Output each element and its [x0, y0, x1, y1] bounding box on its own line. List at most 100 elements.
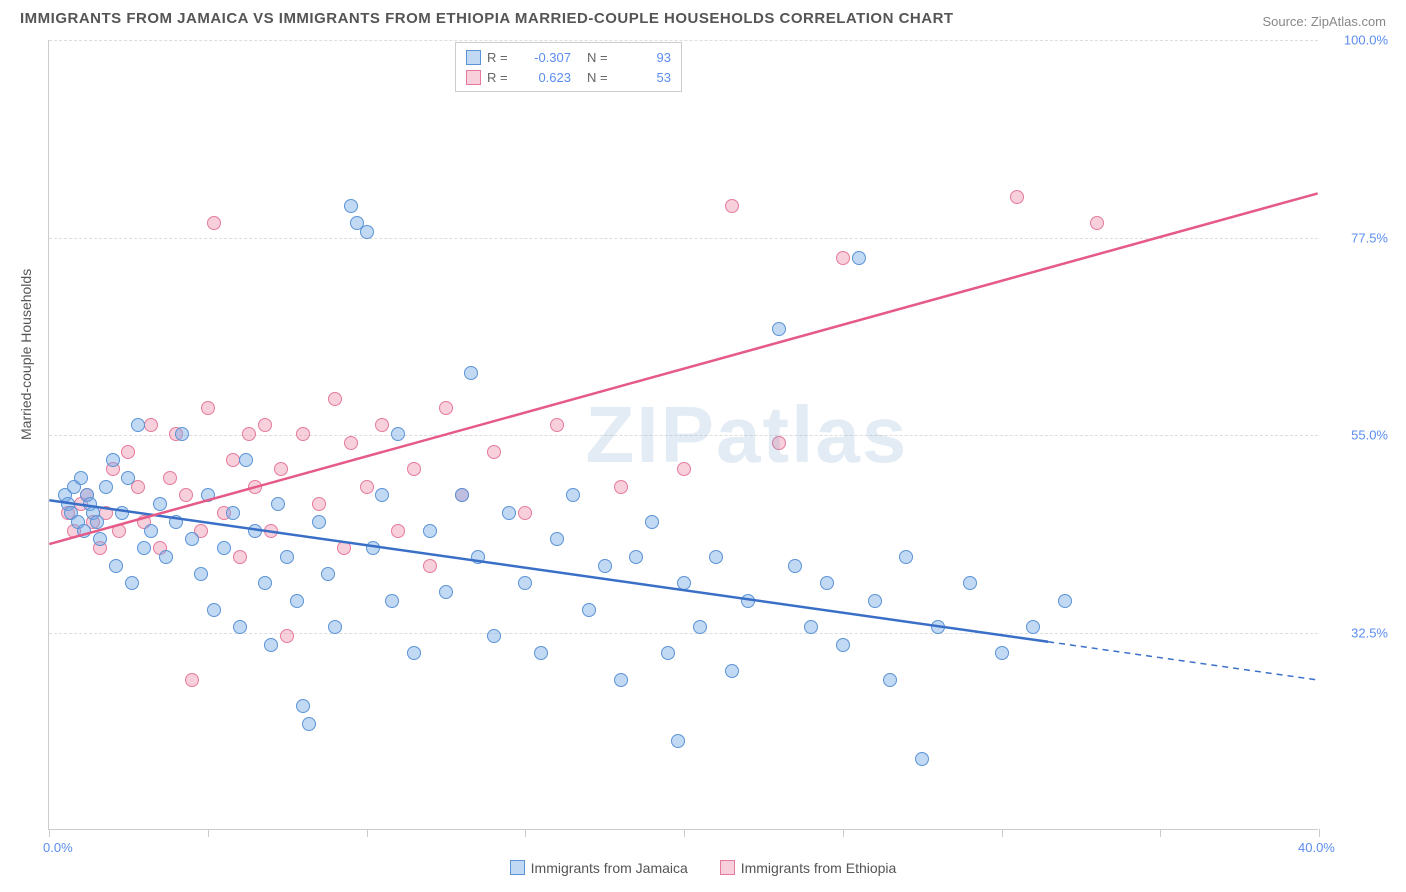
- scatter-point-ethiopia: [201, 401, 215, 415]
- scatter-point-jamaica: [121, 471, 135, 485]
- scatter-point-jamaica: [144, 524, 158, 538]
- scatter-point-jamaica: [169, 515, 183, 529]
- scatter-point-jamaica: [629, 550, 643, 564]
- scatter-point-ethiopia: [487, 445, 501, 459]
- scatter-point-ethiopia: [614, 480, 628, 494]
- scatter-point-jamaica: [502, 506, 516, 520]
- scatter-point-jamaica: [772, 322, 786, 336]
- scatter-point-ethiopia: [407, 462, 421, 476]
- legend-row-jamaica: R = -0.307 N = 93: [466, 47, 671, 67]
- scatter-point-jamaica: [464, 366, 478, 380]
- scatter-point-ethiopia: [344, 436, 358, 450]
- scatter-point-ethiopia: [439, 401, 453, 415]
- scatter-point-jamaica: [995, 646, 1009, 660]
- scatter-point-jamaica: [899, 550, 913, 564]
- scatter-point-ethiopia: [1010, 190, 1024, 204]
- scatter-point-ethiopia: [296, 427, 310, 441]
- scatter-point-jamaica: [109, 559, 123, 573]
- scatter-point-ethiopia: [274, 462, 288, 476]
- scatter-point-ethiopia: [179, 488, 193, 502]
- scatter-point-jamaica: [820, 576, 834, 590]
- scatter-point-jamaica: [423, 524, 437, 538]
- scatter-point-jamaica: [201, 488, 215, 502]
- gridline-h: [49, 238, 1318, 239]
- scatter-point-jamaica: [963, 576, 977, 590]
- scatter-point-jamaica: [194, 567, 208, 581]
- scatter-point-jamaica: [239, 453, 253, 467]
- scatter-point-ethiopia: [264, 524, 278, 538]
- x-tick: [367, 829, 368, 837]
- scatter-point-jamaica: [321, 567, 335, 581]
- x-tick: [525, 829, 526, 837]
- legend-item-jamaica: Immigrants from Jamaica: [510, 860, 688, 876]
- scatter-point-jamaica: [645, 515, 659, 529]
- scatter-point-jamaica: [868, 594, 882, 608]
- scatter-point-jamaica: [931, 620, 945, 634]
- scatter-point-jamaica: [93, 532, 107, 546]
- correlation-legend: R = -0.307 N = 93 R = 0.623 N = 53: [455, 42, 682, 92]
- gridline-h: [49, 435, 1318, 436]
- scatter-point-jamaica: [175, 427, 189, 441]
- n-value-ethiopia: 53: [621, 70, 671, 85]
- scatter-point-jamaica: [360, 225, 374, 239]
- series-legend: Immigrants from Jamaica Immigrants from …: [0, 860, 1406, 879]
- r-label: R =: [487, 70, 515, 85]
- scatter-point-ethiopia: [423, 559, 437, 573]
- source-attribution: Source: ZipAtlas.com: [1262, 14, 1386, 29]
- y-tick-label: 77.5%: [1351, 230, 1388, 245]
- scatter-point-jamaica: [661, 646, 675, 660]
- scatter-point-ethiopia: [360, 480, 374, 494]
- scatter-point-jamaica: [185, 532, 199, 546]
- y-tick-label: 55.0%: [1351, 428, 1388, 443]
- scatter-point-jamaica: [566, 488, 580, 502]
- x-tick: [843, 829, 844, 837]
- scatter-point-jamaica: [271, 497, 285, 511]
- x-tick: [1160, 829, 1161, 837]
- scatter-point-jamaica: [550, 532, 564, 546]
- scatter-point-jamaica: [385, 594, 399, 608]
- scatter-point-jamaica: [77, 524, 91, 538]
- scatter-point-jamaica: [280, 550, 294, 564]
- scatter-point-jamaica: [375, 488, 389, 502]
- scatter-point-jamaica: [125, 576, 139, 590]
- scatter-point-ethiopia: [233, 550, 247, 564]
- scatter-point-jamaica: [1026, 620, 1040, 634]
- scatter-point-jamaica: [487, 629, 501, 643]
- r-value-ethiopia: 0.623: [521, 70, 571, 85]
- swatch-ethiopia: [466, 70, 481, 85]
- scatter-point-jamaica: [1058, 594, 1072, 608]
- scatter-point-jamaica: [115, 506, 129, 520]
- regression-line-extrapolated: [1048, 642, 1318, 680]
- scatter-point-ethiopia: [185, 673, 199, 687]
- scatter-point-ethiopia: [518, 506, 532, 520]
- scatter-point-ethiopia: [112, 524, 126, 538]
- scatter-point-jamaica: [296, 699, 310, 713]
- scatter-point-jamaica: [788, 559, 802, 573]
- scatter-point-ethiopia: [258, 418, 272, 432]
- scatter-point-ethiopia: [677, 462, 691, 476]
- scatter-point-jamaica: [804, 620, 818, 634]
- gridline-h: [49, 40, 1318, 41]
- r-label: R =: [487, 50, 515, 65]
- scatter-point-jamaica: [455, 488, 469, 502]
- y-axis-title: Married-couple Households: [18, 269, 34, 440]
- scatter-point-jamaica: [159, 550, 173, 564]
- x-tick: [49, 829, 50, 837]
- x-tick-label-max: 40.0%: [1298, 840, 1335, 855]
- scatter-point-jamaica: [693, 620, 707, 634]
- scatter-point-jamaica: [344, 199, 358, 213]
- swatch-ethiopia: [720, 860, 735, 875]
- scatter-point-jamaica: [582, 603, 596, 617]
- chart-plot-area: ZIPatlas 32.5%55.0%77.5%100.0%: [48, 40, 1318, 830]
- scatter-point-jamaica: [290, 594, 304, 608]
- scatter-point-jamaica: [883, 673, 897, 687]
- scatter-point-jamaica: [534, 646, 548, 660]
- x-tick: [684, 829, 685, 837]
- scatter-point-ethiopia: [121, 445, 135, 459]
- scatter-point-jamaica: [836, 638, 850, 652]
- x-tick: [208, 829, 209, 837]
- legend-item-ethiopia: Immigrants from Ethiopia: [720, 860, 897, 876]
- swatch-jamaica: [510, 860, 525, 875]
- scatter-point-ethiopia: [242, 427, 256, 441]
- scatter-point-jamaica: [407, 646, 421, 660]
